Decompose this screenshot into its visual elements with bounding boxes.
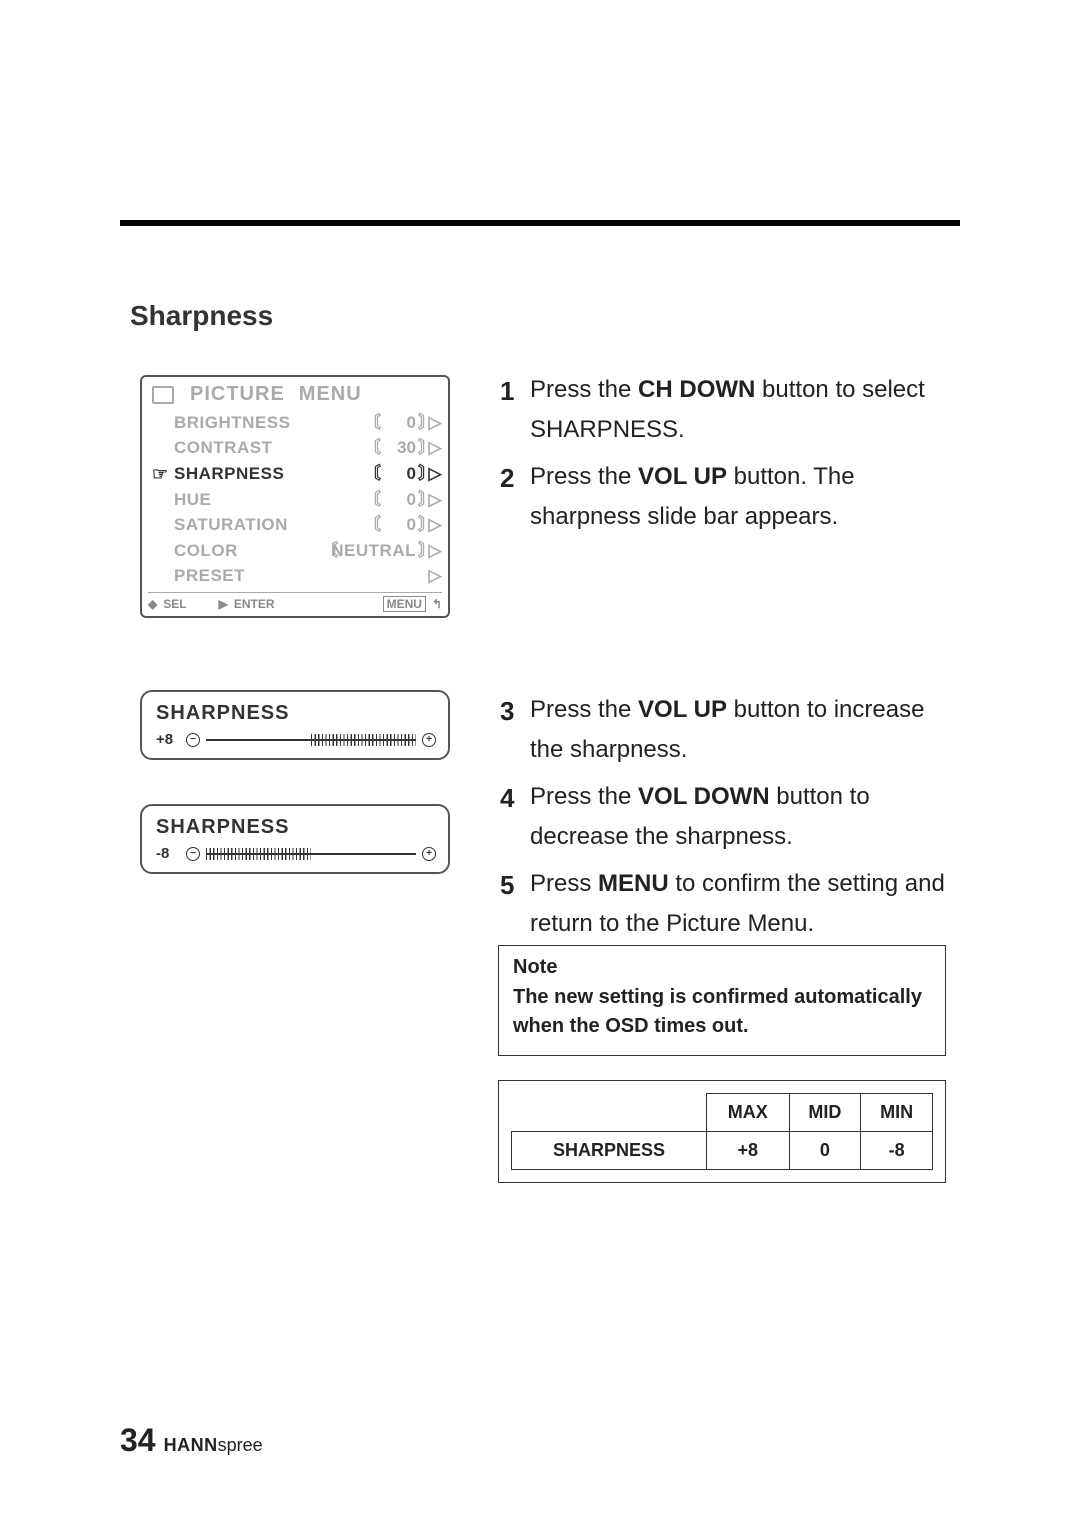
slider-ticks [311, 734, 416, 746]
osd-title-row: PICTURE MENU [142, 377, 448, 408]
table-cell-min: -8 [861, 1132, 933, 1170]
table-row-label: SHARPNESS [512, 1132, 707, 1170]
slider-track [206, 853, 416, 855]
pointer-icon: ☞ [152, 463, 174, 486]
osd-row-brightness: BRIGHTNESS 〘0〙▷ [152, 410, 442, 435]
osd-footer-enter: ENTER [234, 597, 275, 611]
plus-icon: + [422, 733, 436, 747]
minus-icon: − [186, 733, 200, 747]
page-number: 34 [120, 1422, 156, 1459]
sharpness-values-table-wrap: MAX MID MIN SHARPNESS +8 0 -8 [498, 1080, 946, 1183]
table-header-row: MAX MID MIN [512, 1094, 933, 1132]
slider-row: +8 − + [156, 731, 436, 748]
page-footer: 34 HANNspree [120, 1422, 263, 1459]
sharpness-slider-panel-plus: SHARPNESS +8 − + [140, 690, 450, 760]
osd-body: BRIGHTNESS 〘0〙▷ CONTRAST 〘30〙▷ ☞SHARPNES… [142, 408, 448, 590]
osd-row-contrast: CONTRAST 〘30〙▷ [152, 435, 442, 460]
osd-row-hue: HUE 〘0〙▷ [152, 487, 442, 512]
minus-icon: − [186, 847, 200, 861]
sharpness-slider-panel-minus: SHARPNESS -8 − + [140, 804, 450, 874]
step-5: 5 Press MENU to confirm the setting and … [500, 864, 950, 943]
diamond-icon: ◆ [148, 597, 157, 611]
slider-row: -8 − + [156, 845, 436, 862]
play-icon: ▶ [219, 597, 228, 611]
divider-top [120, 220, 960, 226]
table-header-min: MIN [861, 1094, 933, 1132]
table-row: SHARPNESS +8 0 -8 [512, 1132, 933, 1170]
slider-title: SHARPNESS [156, 816, 436, 839]
osd-row-sharpness: ☞SHARPNESS 〘0〙▷ [152, 461, 442, 488]
osd-picture-menu: PICTURE MENU BRIGHTNESS 〘0〙▷ CONTRAST 〘3… [140, 375, 450, 618]
slider-title: SHARPNESS [156, 702, 436, 725]
brand-logo: HANNspree [164, 1434, 263, 1457]
slider-value: -8 [156, 845, 182, 862]
osd-row-saturation: SATURATION 〘0〙▷ [152, 512, 442, 537]
table-header-empty [512, 1094, 707, 1132]
return-icon: ↰ [432, 597, 442, 611]
table-cell-mid: 0 [789, 1132, 861, 1170]
osd-footer-menu: MENU [383, 596, 426, 612]
manual-page: Sharpness PICTURE MENU BRIGHTNESS 〘0〙▷ C… [0, 0, 1080, 1529]
step-2: 2 Press the VOL UP button. The sharpness… [500, 457, 950, 536]
osd-footer-sel: SEL [163, 597, 186, 611]
osd-title-1: PICTURE [190, 383, 285, 406]
slider-track [206, 739, 416, 741]
osd-row-preset: PRESET 〘〙▷ [152, 563, 442, 588]
table-cell-max: +8 [706, 1132, 789, 1170]
table-header-mid: MID [789, 1094, 861, 1132]
step-1: 1 Press the CH DOWN button to select SHA… [500, 370, 950, 449]
instruction-block-1: 1 Press the CH DOWN button to select SHA… [500, 370, 950, 544]
note-body: The new setting is confirmed automatical… [513, 983, 931, 1041]
osd-row-color: COLOR 〘NEUTRAL〙▷ [152, 538, 442, 563]
tv-icon [152, 386, 174, 404]
instruction-block-2: 3 Press the VOL UP button to increase th… [500, 690, 950, 952]
section-title: Sharpness [130, 300, 273, 332]
table-header-max: MAX [706, 1094, 789, 1132]
step-4: 4 Press the VOL DOWN button to decrease … [500, 777, 950, 856]
note-box: Note The new setting is confirmed automa… [498, 945, 946, 1056]
osd-title-2: MENU [299, 383, 362, 406]
sharpness-values-table: MAX MID MIN SHARPNESS +8 0 -8 [511, 1093, 933, 1170]
slider-ticks [206, 848, 311, 860]
plus-icon: + [422, 847, 436, 861]
step-3: 3 Press the VOL UP button to increase th… [500, 690, 950, 769]
slider-value: +8 [156, 731, 182, 748]
note-title: Note [513, 956, 931, 979]
osd-footer: ◆ SEL ▶ ENTER MENU ↰ [148, 592, 442, 612]
